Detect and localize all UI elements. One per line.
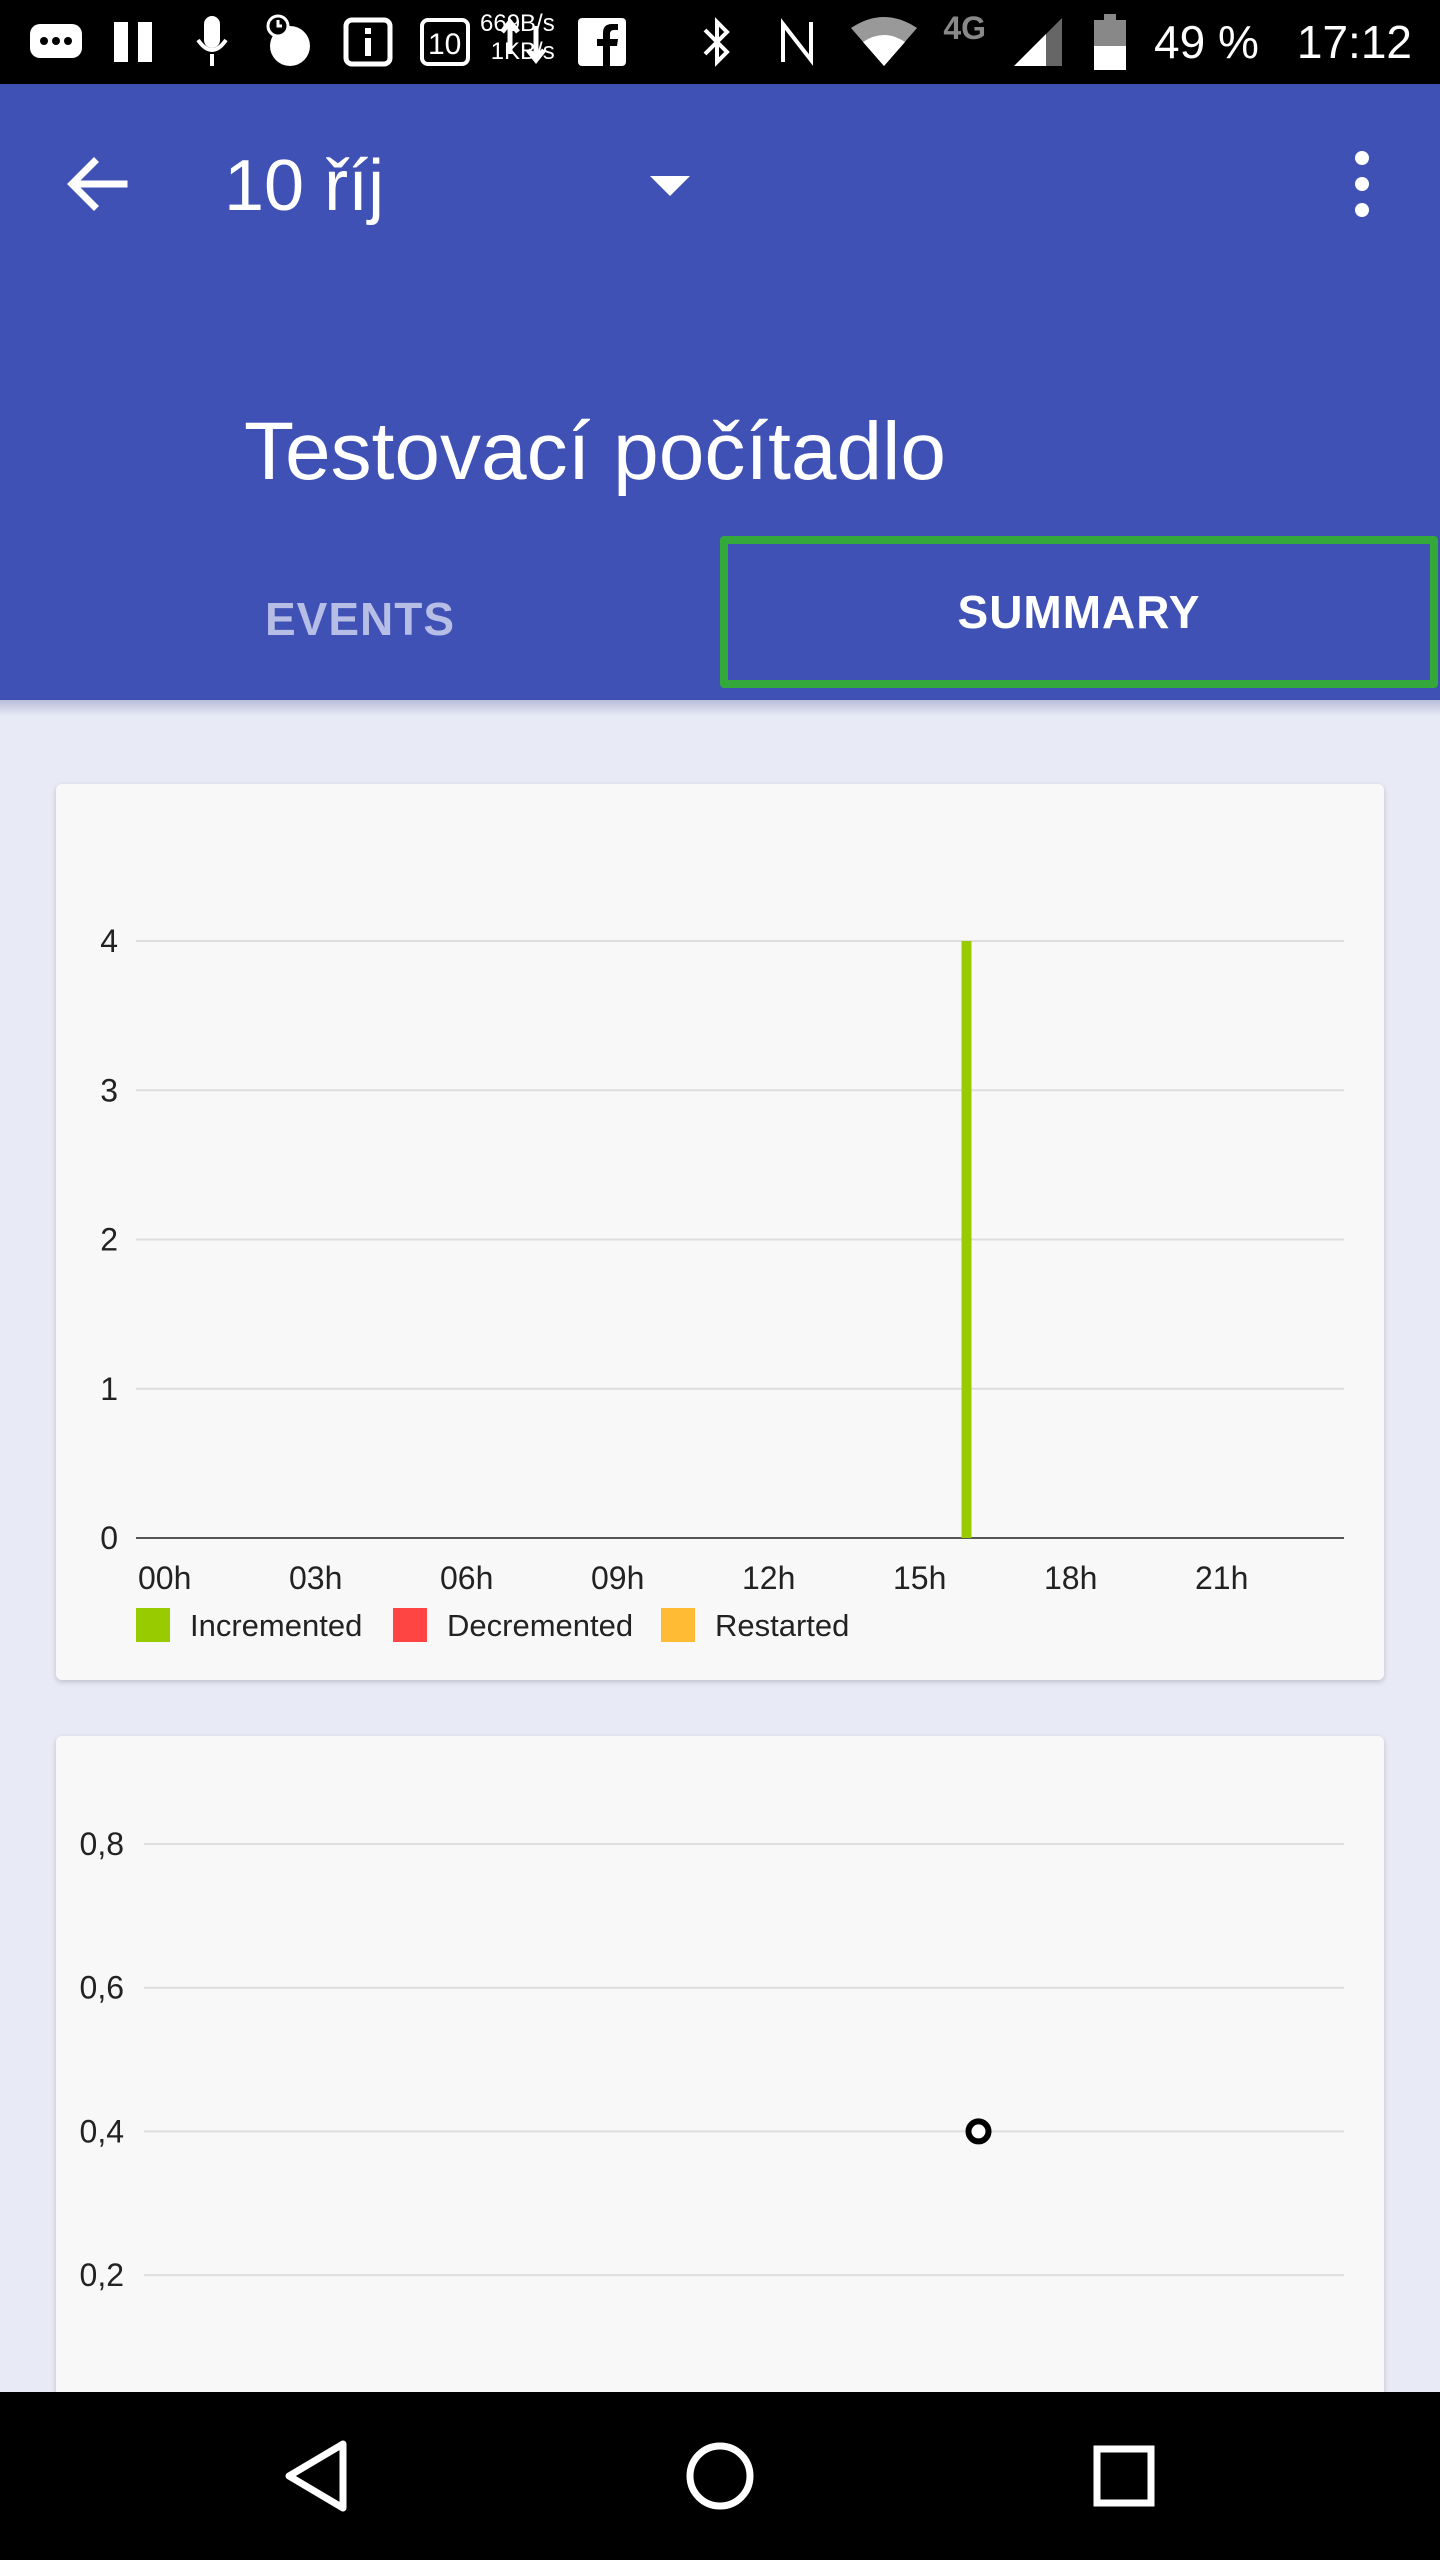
- notification-icons: 10: [28, 10, 630, 74]
- page-title: Testovací počítadlo: [244, 406, 946, 497]
- svg-text:10: 10: [428, 28, 461, 61]
- legend-label-incremented: Incremented: [190, 1608, 362, 1643]
- data-rate-up: 669B/s: [480, 10, 555, 37]
- back-nav-icon[interactable]: [266, 2426, 366, 2526]
- y-tick-label: 4: [100, 923, 118, 959]
- dropdown-arrow-icon[interactable]: [650, 176, 690, 196]
- tab-events-label: EVENTS: [264, 593, 456, 645]
- data-rate-down: 1KB/s: [490, 38, 555, 65]
- back-button[interactable]: [58, 144, 138, 224]
- info-icon: [340, 14, 396, 70]
- x-tick-label: 18h: [1044, 1560, 1097, 1596]
- transfer-icon: [496, 14, 552, 70]
- recents-nav-icon[interactable]: [1074, 2426, 1174, 2526]
- x-tick-label: 09h: [591, 1560, 644, 1596]
- x-tick-label: 12h: [742, 1560, 795, 1596]
- tab-summary-label: SUMMARY: [957, 586, 1201, 638]
- y-tick-label: 0,2: [80, 2257, 124, 2293]
- value-scatter-chart: 0,8 0,6 0,4 0,2: [80, 1826, 1344, 2293]
- y-tick-label: 0,4: [80, 2113, 124, 2149]
- x-tick-label: 15h: [893, 1560, 946, 1596]
- chat-icon: [28, 14, 84, 70]
- x-tick-label: 21h: [1195, 1560, 1248, 1596]
- notification-10-icon: 10: [418, 14, 474, 70]
- status-bar: 10 669B/s 1KB/s 4G 49 % 17:12: [0, 0, 1440, 84]
- y-tick-label: 0,6: [80, 1970, 124, 2006]
- y-tick-label: 0: [100, 1520, 118, 1556]
- navigation-bar: [0, 2392, 1440, 2560]
- bluetooth-icon: [689, 14, 745, 70]
- y-tick-label: 0,8: [80, 1826, 124, 1862]
- battery-icon: [1090, 14, 1130, 70]
- date-selector-label[interactable]: 10 říj: [224, 146, 385, 226]
- app-bar-shadow: [0, 700, 1440, 716]
- events-bar-chart: 0 1 2 3 4 00h 03h 06h 09h 12h 15h 18h 21h Incremented…: [100, 923, 1344, 1643]
- x-tick-label: 00h: [138, 1560, 191, 1596]
- data-rate: 669B/s 1KB/s: [480, 10, 555, 66]
- world-clock-icon: [262, 14, 318, 70]
- legend-label-decremented: Decremented: [447, 1608, 633, 1643]
- tab-events[interactable]: EVENTS: [0, 538, 720, 700]
- home-nav-icon[interactable]: [670, 2426, 770, 2526]
- y-tick-label: 1: [100, 1371, 118, 1407]
- nfc-icon: [769, 14, 825, 70]
- x-tick-label: 03h: [289, 1560, 342, 1596]
- x-tick-label: 06h: [440, 1560, 493, 1596]
- pause-icon: [106, 14, 162, 70]
- y-tick-label: 2: [100, 1222, 118, 1258]
- legend-swatch-incremented: [136, 1608, 170, 1642]
- data-point: [965, 2118, 992, 2145]
- events-chart-card: 0 1 2 3 4 00h 03h 06h 09h 12h 15h 18h 21h Incremented…: [56, 784, 1384, 1680]
- legend-swatch-restarted: [661, 1608, 695, 1642]
- arrow-back-icon: [67, 157, 128, 211]
- facebook-icon: [574, 14, 630, 70]
- wifi-icon: [849, 14, 919, 70]
- clock: 17:12: [1296, 16, 1412, 68]
- system-icons: 4G 49 % 17:12: [689, 8, 1412, 76]
- legend-label-restarted: Restarted: [715, 1608, 849, 1643]
- network-type: 4G: [943, 9, 987, 46]
- app-bar: 10 říj Testovací počítadlo EVENTS SUMMAR…: [0, 84, 1440, 700]
- legend-swatch-decremented: [393, 1608, 427, 1642]
- y-tick-label: 3: [100, 1072, 118, 1108]
- overflow-menu-icon[interactable]: [1330, 144, 1394, 224]
- tab-summary[interactable]: SUMMARY: [720, 536, 1438, 688]
- bar-incremented: [961, 941, 972, 1538]
- battery-percent: 49 %: [1154, 16, 1259, 68]
- signal-icon: [1010, 14, 1066, 70]
- microphone-icon: [184, 14, 240, 70]
